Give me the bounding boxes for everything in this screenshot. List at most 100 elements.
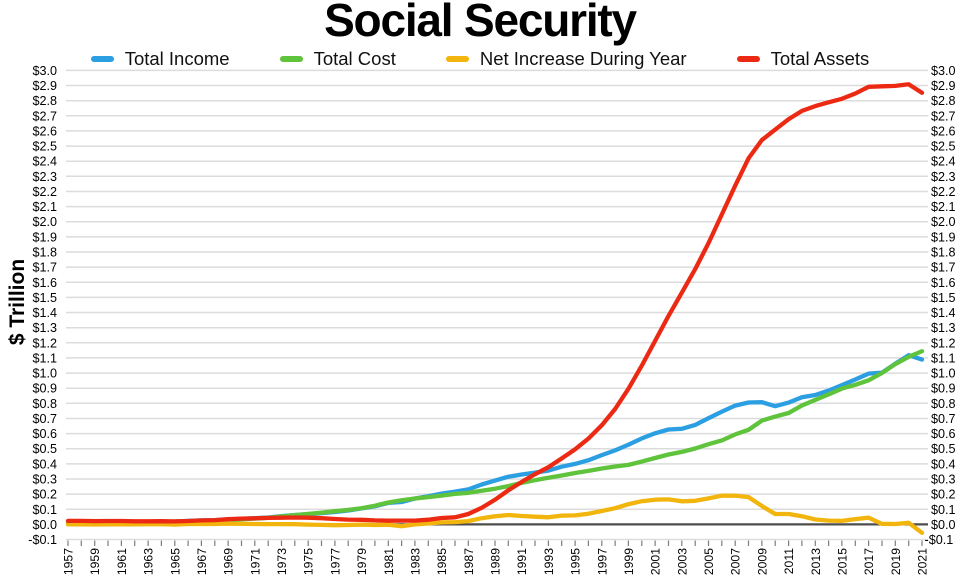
- y-tick-label-left: -$0.1: [28, 533, 57, 547]
- x-tick-label: 1991: [515, 548, 529, 575]
- y-tick-label-right: $2.6: [931, 124, 956, 138]
- y-tick-label-left: $2.4: [32, 155, 57, 169]
- x-tick-label: 1985: [435, 548, 449, 575]
- x-tick-label: 2013: [809, 548, 823, 575]
- y-tick-label-right: $1.7: [931, 261, 956, 275]
- series-line-net-increase-during-year: [65, 493, 925, 535]
- x-tick-label: 1993: [542, 548, 556, 575]
- y-tick-label-left: $1.4: [32, 306, 57, 320]
- y-tick-label-right: $3.0: [931, 64, 956, 78]
- y-tick-label-left: $1.5: [32, 291, 57, 305]
- y-tick-label-right: $0.9: [931, 382, 956, 396]
- y-tick-label-left: $2.9: [32, 79, 57, 93]
- y-tick-label-left: $0.3: [32, 473, 57, 487]
- x-tick-label: 1971: [248, 548, 262, 575]
- x-tick-label: 1969: [222, 548, 236, 575]
- x-tick-label: 1965: [168, 548, 182, 575]
- y-tick-label-left: $0.0: [32, 518, 57, 532]
- x-tick-label: 2021: [916, 548, 930, 575]
- x-tick-label: 2001: [649, 548, 663, 575]
- y-tick-label-left: $1.1: [32, 351, 57, 365]
- y-tick-label-right: -$0.1: [925, 533, 954, 547]
- x-tick-label: 1963: [142, 548, 156, 575]
- x-tick-label: 1981: [382, 548, 396, 575]
- x-tick-label: 1959: [88, 548, 102, 575]
- legend-label-net-increase-during-year: Net Increase During Year: [479, 48, 687, 69]
- y-tick-label-left: $0.7: [32, 412, 57, 426]
- legend-label-total-assets: Total Assets: [770, 48, 870, 69]
- x-tick-label: 1979: [355, 548, 369, 575]
- y-tick-label-left: $2.2: [32, 185, 57, 199]
- y-tick-label-left: $2.0: [32, 215, 57, 229]
- y-tick-label-left: $3.0: [32, 64, 57, 78]
- y-tick-label-left: $2.5: [32, 140, 57, 154]
- y-tick-label-left: $0.2: [32, 488, 57, 502]
- y-tick-label-right: $1.8: [931, 246, 956, 260]
- y-tick-label-left: $1.8: [32, 246, 57, 260]
- legend-label-total-cost: Total Cost: [313, 48, 396, 69]
- y-tick-label-right: $2.0: [931, 215, 956, 229]
- y-tick-label-left: $1.9: [32, 230, 57, 244]
- y-tick-label-left: $1.2: [32, 336, 57, 350]
- y-tick-label-right: $1.9: [931, 230, 956, 244]
- y-tick-label-left: $0.9: [32, 382, 57, 396]
- x-tick-label: 2009: [755, 548, 769, 575]
- y-tick-label-right: $0.1: [931, 503, 956, 517]
- y-tick-label-right: $1.4: [931, 306, 956, 320]
- y-tick-label-left: $2.8: [32, 94, 57, 108]
- x-tick-label: 1975: [302, 548, 316, 575]
- y-tick-label-right: $2.1: [931, 200, 956, 214]
- legend-item-total-assets: Total Assets: [736, 48, 870, 70]
- x-tick-label: 2017: [862, 548, 876, 575]
- y-tick-label-right: $0.4: [931, 457, 956, 471]
- x-tick-label: 1987: [462, 548, 476, 575]
- y-tick-label-left: $1.6: [32, 276, 57, 290]
- y-axis-title: $ Trillion: [6, 259, 29, 345]
- y-tick-label-left: $1.7: [32, 261, 57, 275]
- legend-item-total-income: Total Income: [90, 48, 230, 70]
- x-tick-label: 1989: [489, 548, 503, 575]
- y-tick-label-right: $2.4: [931, 155, 956, 169]
- x-tick-label: 2005: [702, 548, 716, 575]
- x-tick-label: 2003: [675, 548, 689, 575]
- y-tick-label-right: $0.6: [931, 427, 956, 441]
- x-tick-label: 1983: [408, 548, 422, 575]
- y-tick-label-left: $0.5: [32, 442, 57, 456]
- y-tick-label-right: $0.3: [931, 473, 956, 487]
- y-tick-label-right: $0.2: [931, 488, 956, 502]
- y-tick-label-right: $0.0: [931, 518, 956, 532]
- y-tick-label-right: $1.2: [931, 336, 956, 350]
- x-tick-label: 2019: [889, 548, 903, 575]
- x-tick-label: 2007: [729, 548, 743, 575]
- y-tick-label-left: $0.6: [32, 427, 57, 441]
- y-tick-label-right: $1.6: [931, 276, 956, 290]
- y-tick-label-right: $0.7: [931, 412, 956, 426]
- y-tick-label-right: $1.1: [931, 351, 956, 365]
- y-tick-label-left: $0.4: [32, 457, 57, 471]
- x-tick-label: 2015: [835, 548, 849, 575]
- x-tick-label: 1999: [622, 548, 636, 575]
- y-tick-label-left: $2.3: [32, 170, 57, 184]
- y-tick-label-right: $2.5: [931, 140, 956, 154]
- x-tick-label: 1997: [595, 548, 609, 575]
- y-tick-label-left: $1.3: [32, 321, 57, 335]
- y-tick-label-right: $0.8: [931, 397, 956, 411]
- legend-swatch-total-income: [90, 56, 114, 62]
- x-tick-label: 1961: [115, 548, 129, 575]
- legend-item-net-increase-during-year: Net Increase During Year: [445, 48, 687, 70]
- legend-item-total-cost: Total Cost: [279, 48, 396, 70]
- y-tick-label-right: $2.3: [931, 170, 956, 184]
- x-tick-label: 1967: [195, 548, 209, 575]
- y-tick-label-left: $0.1: [32, 503, 57, 517]
- series-line-total-assets: [65, 82, 925, 524]
- y-tick-label-right: $2.7: [931, 109, 956, 123]
- y-tick-label-right: $1.5: [931, 291, 956, 305]
- y-tick-label-left: $2.1: [32, 200, 57, 214]
- x-tick-label: 1973: [275, 548, 289, 575]
- y-tick-label-right: $1.3: [931, 321, 956, 335]
- legend-swatch-net-increase-during-year: [445, 56, 469, 62]
- legend: Total Income Total Cost Net Increase Durin…: [0, 46, 960, 72]
- y-tick-label-right: $2.2: [931, 185, 956, 199]
